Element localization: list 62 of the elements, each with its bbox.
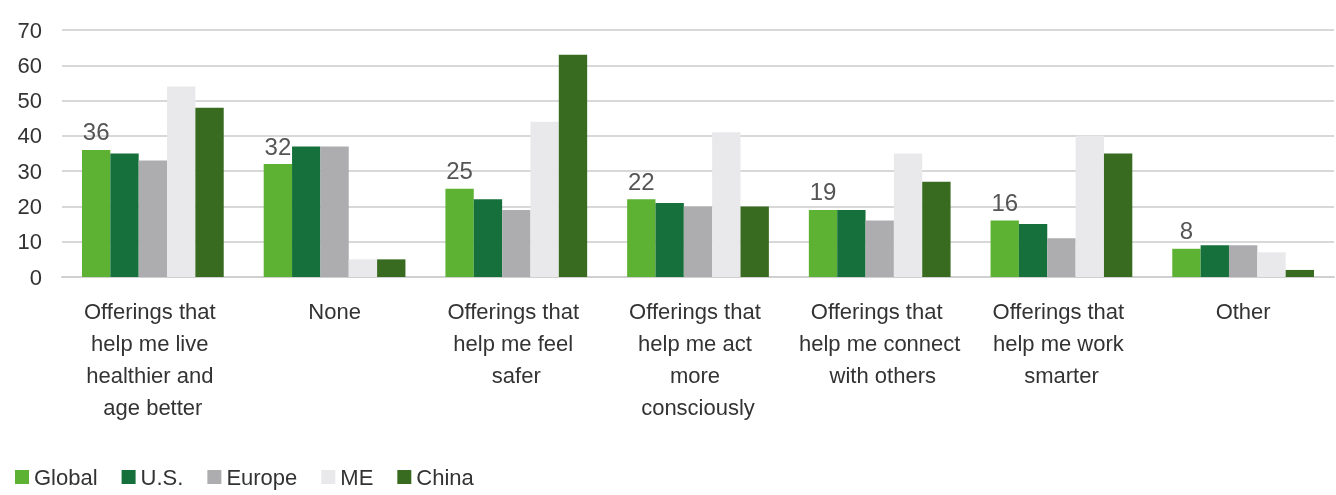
bar xyxy=(445,188,474,277)
bar xyxy=(348,259,378,277)
bar xyxy=(558,54,588,277)
data-label: 8 xyxy=(1179,217,1194,245)
bar xyxy=(712,132,741,277)
x-tick-label: Offerings that help me connect with others xyxy=(799,298,961,388)
bar xyxy=(195,107,224,277)
y-tick-label: 40 xyxy=(17,123,42,149)
data-label: 16 xyxy=(991,189,1019,217)
data-label: 22 xyxy=(627,167,655,195)
bar xyxy=(110,153,139,277)
legend-label: ME xyxy=(340,464,374,490)
bar xyxy=(740,206,769,277)
bar xyxy=(167,86,196,277)
bar xyxy=(683,206,713,277)
data-label: 19 xyxy=(809,178,837,206)
bar xyxy=(1047,238,1076,277)
y-tick-label: 60 xyxy=(17,52,42,78)
bar xyxy=(865,220,894,277)
x-tick-label: Offerings that help me live healthier and age better xyxy=(83,298,222,420)
bar xyxy=(1018,224,1048,277)
bar xyxy=(473,199,503,277)
y-tick-label: 50 xyxy=(17,88,42,114)
x-tick-label: Offerings that help me feel safer xyxy=(447,298,586,388)
legend-label: Global xyxy=(34,464,98,490)
bar xyxy=(808,209,838,277)
bar xyxy=(655,202,684,277)
y-tick-label: 10 xyxy=(17,229,42,255)
data-label: 36 xyxy=(82,118,110,146)
bar xyxy=(1200,245,1229,277)
bar xyxy=(922,181,951,277)
bar xyxy=(320,146,349,277)
bar xyxy=(138,160,168,277)
y-tick-label: 70 xyxy=(17,17,42,43)
y-tick-label: 20 xyxy=(17,193,42,219)
legend-label: China xyxy=(416,464,475,490)
bar xyxy=(893,153,923,277)
y-tick-label: 30 xyxy=(17,158,42,184)
data-label: 32 xyxy=(264,132,292,160)
x-tick-label: None xyxy=(308,298,361,324)
data-label: 25 xyxy=(446,157,473,185)
bar xyxy=(1103,153,1133,277)
bar xyxy=(1075,135,1104,277)
y-tick-label: 0 xyxy=(29,264,42,290)
x-tick-label: Other xyxy=(1215,298,1271,324)
bar xyxy=(1285,269,1315,277)
bar xyxy=(530,121,559,277)
bar xyxy=(502,209,531,277)
x-tick-label: Offerings that help me act more consciously xyxy=(629,298,767,420)
bar xyxy=(1172,248,1201,277)
x-tick-label: Offerings that help me work smarter xyxy=(992,298,1131,388)
bar xyxy=(627,199,656,277)
bar xyxy=(292,146,321,277)
bar xyxy=(990,220,1019,277)
bar xyxy=(1257,252,1286,277)
bar xyxy=(377,259,406,277)
bar xyxy=(81,149,111,277)
bar xyxy=(1228,245,1258,277)
bar xyxy=(837,209,866,277)
legend-label: Europe xyxy=(226,464,298,490)
legend-label: U.S. xyxy=(140,464,184,490)
bar xyxy=(263,164,293,277)
